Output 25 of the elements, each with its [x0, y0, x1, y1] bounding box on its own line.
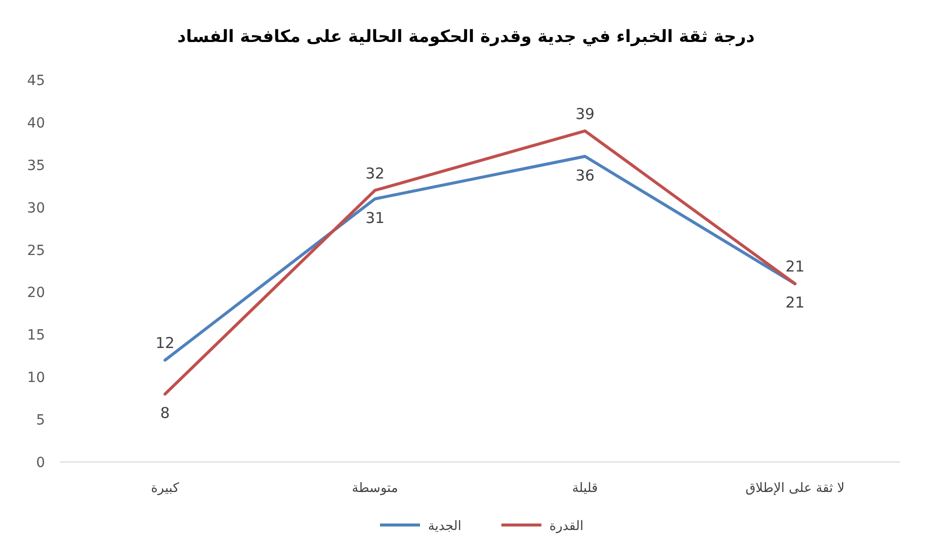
x-tick-label: كبيرة: [150, 481, 180, 496]
data-label: 39: [575, 104, 595, 123]
y-tick-label: 35: [27, 158, 45, 174]
data-label: 31: [365, 208, 385, 227]
data-label: 21: [785, 294, 805, 312]
y-tick-label: 30: [27, 200, 45, 216]
y-tick-label: 0: [36, 455, 45, 471]
legend-label: القدرة: [549, 519, 584, 534]
data-label: 32: [365, 164, 385, 182]
data-label: 12: [155, 334, 175, 352]
x-tick-label: لا ثقة على الإطلاق: [745, 481, 845, 496]
data-label: 36: [575, 166, 595, 184]
y-tick-label: 15: [27, 328, 45, 344]
y-tick-label: 20: [27, 285, 45, 302]
legend-label: الجدية: [428, 519, 462, 534]
data-label: 21: [785, 258, 805, 276]
x-tick-label: متوسطة: [352, 481, 398, 496]
y-tick-label: 10: [27, 370, 45, 386]
x-tick-label: قليلة: [572, 481, 598, 496]
y-tick-label: 40: [27, 115, 45, 132]
y-tick-label: 25: [27, 242, 45, 259]
data-label: 8: [160, 404, 170, 422]
y-tick-label: 5: [36, 412, 45, 429]
chart-title: درجة ثقة الخبراء في جدية وقدرة الحكومة الحالية على مكافحة الفساد: [177, 27, 756, 47]
y-tick-label: 45: [27, 73, 45, 89]
